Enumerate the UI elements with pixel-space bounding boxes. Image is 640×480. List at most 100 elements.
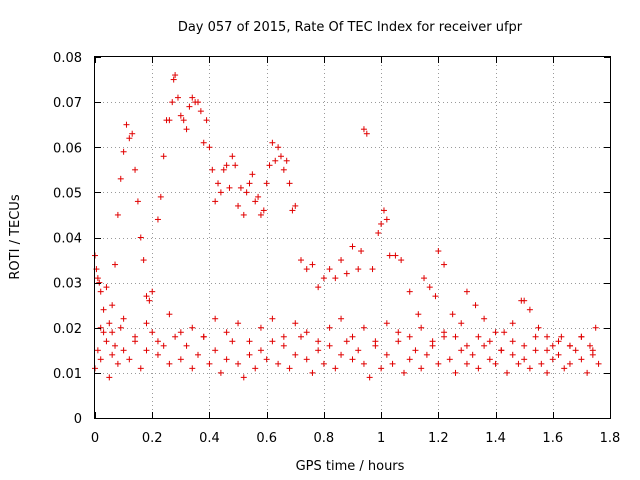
data-point bbox=[555, 338, 562, 345]
data-point bbox=[320, 275, 327, 282]
data-point bbox=[452, 333, 459, 340]
data-point bbox=[169, 99, 176, 106]
data-point bbox=[449, 311, 456, 318]
data-point bbox=[257, 324, 264, 331]
data-point bbox=[406, 288, 413, 295]
data-point bbox=[134, 198, 141, 205]
data-point bbox=[212, 198, 219, 205]
data-point bbox=[246, 180, 253, 187]
data-point bbox=[229, 153, 236, 160]
data-point bbox=[549, 342, 556, 349]
data-point bbox=[421, 275, 428, 282]
data-point bbox=[209, 166, 216, 173]
data-point bbox=[578, 356, 585, 363]
data-point bbox=[289, 207, 296, 214]
data-point bbox=[544, 369, 551, 376]
grid-lines bbox=[95, 57, 610, 418]
data-point bbox=[112, 342, 119, 349]
data-point bbox=[441, 261, 448, 268]
data-point bbox=[149, 329, 156, 336]
data-point bbox=[172, 72, 179, 79]
data-point bbox=[120, 315, 127, 322]
data-point bbox=[143, 320, 150, 327]
data-point bbox=[143, 293, 150, 300]
data-points bbox=[92, 72, 602, 381]
data-point bbox=[286, 365, 293, 372]
x-axis-label: GPS time / hours bbox=[296, 459, 405, 474]
data-point bbox=[369, 266, 376, 273]
data-point bbox=[586, 342, 593, 349]
data-point bbox=[320, 360, 327, 367]
data-point bbox=[349, 333, 356, 340]
data-point bbox=[114, 211, 121, 218]
data-point bbox=[235, 320, 242, 327]
y-tick-label: 0.05 bbox=[53, 186, 82, 201]
data-point bbox=[232, 162, 239, 169]
data-point bbox=[269, 315, 276, 322]
data-point bbox=[555, 351, 562, 358]
data-point bbox=[401, 369, 407, 376]
data-point bbox=[355, 347, 362, 354]
data-point bbox=[360, 324, 367, 331]
data-point bbox=[338, 257, 345, 264]
data-point bbox=[492, 329, 499, 336]
data-point bbox=[206, 144, 213, 151]
data-point bbox=[280, 342, 287, 349]
plot-frame bbox=[94, 56, 611, 419]
data-point bbox=[584, 369, 591, 376]
y-tick-label: 0 bbox=[74, 412, 82, 427]
data-point bbox=[212, 315, 219, 322]
data-point bbox=[126, 356, 133, 363]
data-point bbox=[266, 162, 273, 169]
y-tick-label: 0.04 bbox=[53, 232, 82, 247]
data-point bbox=[481, 315, 488, 322]
data-point bbox=[109, 351, 116, 358]
data-point bbox=[458, 320, 465, 327]
data-point bbox=[94, 275, 101, 282]
data-point bbox=[174, 94, 181, 101]
data-point bbox=[252, 198, 259, 205]
data-point bbox=[515, 360, 522, 367]
data-point bbox=[263, 356, 270, 363]
data-point bbox=[469, 351, 476, 358]
data-point bbox=[566, 342, 573, 349]
data-point bbox=[415, 311, 422, 318]
data-point bbox=[486, 356, 493, 363]
y-tick-label: 0.01 bbox=[53, 367, 82, 382]
data-point bbox=[315, 347, 322, 354]
data-point bbox=[544, 347, 551, 354]
data-point bbox=[94, 347, 101, 354]
x-tick-label: 0 bbox=[91, 431, 99, 446]
data-point bbox=[166, 311, 173, 318]
data-point bbox=[97, 324, 104, 331]
data-point bbox=[406, 333, 413, 340]
data-point bbox=[378, 365, 385, 372]
data-point bbox=[132, 333, 139, 340]
x-tick-label: 1 bbox=[377, 431, 385, 446]
data-point bbox=[117, 175, 124, 182]
data-point bbox=[170, 76, 177, 83]
data-point bbox=[509, 338, 516, 345]
data-point bbox=[375, 229, 382, 236]
data-point bbox=[177, 112, 184, 119]
data-point bbox=[532, 347, 539, 354]
x-tick-label: 1.4 bbox=[485, 431, 506, 446]
data-point bbox=[298, 257, 304, 264]
data-point bbox=[383, 216, 390, 223]
data-point bbox=[549, 356, 556, 363]
data-point bbox=[229, 338, 236, 345]
data-point bbox=[406, 356, 413, 363]
data-point bbox=[189, 94, 196, 101]
data-point bbox=[544, 333, 551, 340]
data-point bbox=[366, 374, 373, 381]
data-point bbox=[358, 248, 365, 255]
data-point bbox=[263, 180, 270, 187]
data-point bbox=[423, 351, 430, 358]
y-tick-label: 0.06 bbox=[53, 141, 82, 156]
data-point bbox=[160, 342, 167, 349]
y-tick-label: 0.08 bbox=[53, 51, 82, 66]
data-point bbox=[343, 338, 350, 345]
data-point bbox=[120, 347, 127, 354]
data-point bbox=[180, 117, 187, 124]
